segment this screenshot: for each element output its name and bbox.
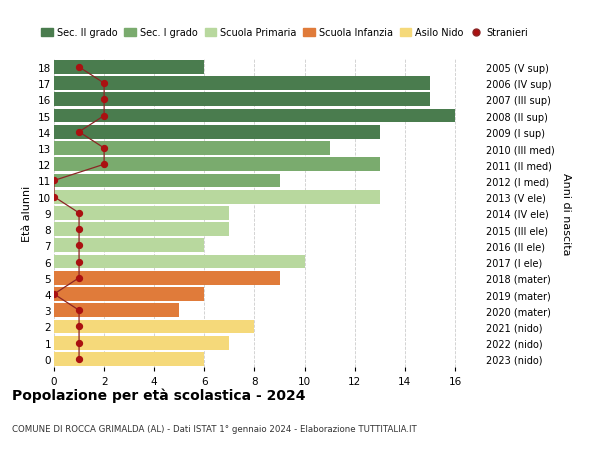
Point	[49, 194, 59, 201]
Bar	[54, 304, 179, 318]
Point	[74, 339, 84, 347]
Bar	[54, 77, 430, 91]
Text: Popolazione per età scolastica - 2024: Popolazione per età scolastica - 2024	[12, 388, 305, 403]
Bar	[54, 142, 329, 156]
Point	[49, 291, 59, 298]
Bar	[54, 255, 305, 269]
Bar	[54, 352, 205, 366]
Point	[74, 355, 84, 363]
Bar	[54, 336, 229, 350]
Point	[100, 80, 109, 88]
Point	[74, 258, 84, 266]
Bar	[54, 239, 205, 253]
Bar	[54, 207, 229, 220]
Point	[100, 161, 109, 168]
Point	[74, 242, 84, 250]
Point	[49, 177, 59, 185]
Point	[74, 307, 84, 314]
Point	[74, 64, 84, 72]
Bar	[54, 93, 430, 107]
Point	[100, 112, 109, 120]
Point	[100, 145, 109, 152]
Bar	[54, 126, 380, 140]
Bar	[54, 174, 280, 188]
Bar	[54, 223, 229, 236]
Point	[100, 96, 109, 104]
Point	[74, 226, 84, 233]
Point	[74, 274, 84, 282]
Bar	[54, 61, 205, 75]
Bar	[54, 109, 455, 123]
Point	[74, 210, 84, 217]
Bar	[54, 320, 254, 334]
Text: COMUNE DI ROCCA GRIMALDA (AL) - Dati ISTAT 1° gennaio 2024 - Elaborazione TUTTIT: COMUNE DI ROCCA GRIMALDA (AL) - Dati IST…	[12, 425, 417, 434]
Legend: Sec. II grado, Sec. I grado, Scuola Primaria, Scuola Infanzia, Asilo Nido, Stran: Sec. II grado, Sec. I grado, Scuola Prim…	[38, 24, 532, 42]
Point	[74, 323, 84, 330]
Y-axis label: Anni di nascita: Anni di nascita	[561, 172, 571, 255]
Bar	[54, 190, 380, 204]
Bar	[54, 287, 205, 301]
Bar	[54, 158, 380, 172]
Point	[74, 129, 84, 136]
Bar	[54, 271, 280, 285]
Y-axis label: Età alunni: Età alunni	[22, 185, 32, 241]
